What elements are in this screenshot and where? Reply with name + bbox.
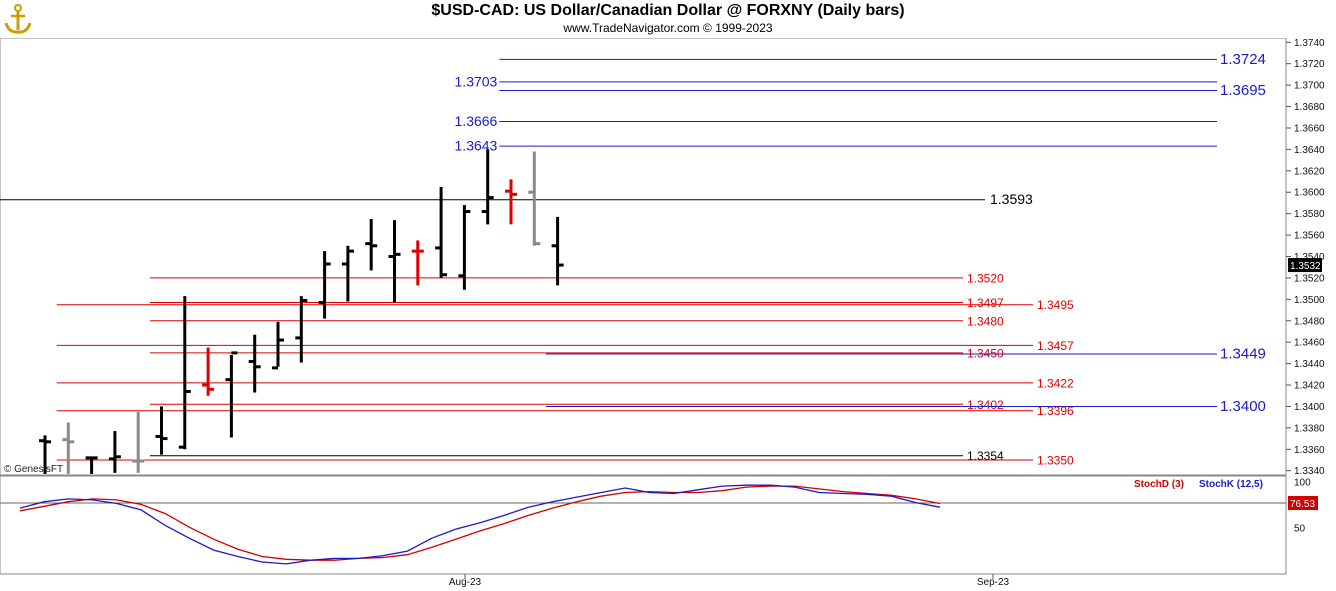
price-axis: 1.3740 1.3720 1.3700 1.3680 1.3660 1.3640 1.36… bbox=[4, 38, 1325, 477]
price-tick-label: 1.3520 bbox=[1294, 273, 1325, 284]
stoch-tick-label: 100 bbox=[1294, 478, 1311, 489]
time-tick-label: Aug-23 bbox=[449, 577, 482, 588]
ohlc-bar bbox=[528, 151, 541, 246]
level-label: 1.3497 bbox=[967, 296, 1004, 310]
ohlc-bar bbox=[272, 321, 284, 370]
copyright-label: © GenesisFT bbox=[4, 464, 63, 475]
price-panel-frame bbox=[0, 37, 1287, 476]
price-tick-label: 1.3660 bbox=[1294, 123, 1325, 134]
level-label: 1.3695 bbox=[1220, 82, 1266, 99]
level-label: 1.3593 bbox=[990, 191, 1033, 207]
ohlc-bar bbox=[85, 456, 98, 474]
level-label: 1.3402 bbox=[967, 398, 1004, 412]
ohlc-bar bbox=[341, 245, 354, 302]
price-tick-label: 1.3420 bbox=[1294, 381, 1325, 392]
level-label: 1.3480 bbox=[967, 314, 1004, 328]
price-tick-label: 1.3580 bbox=[1294, 209, 1325, 220]
level-label: 1.3724 bbox=[1220, 51, 1266, 68]
stochastic-panel: 100 50 76.53 StochD (3) StochK (12,5) bbox=[0, 478, 1318, 565]
ohlc-bar bbox=[318, 251, 331, 319]
level-label: 1.3350 bbox=[1037, 454, 1074, 468]
price-tick-label: 1.3600 bbox=[1294, 188, 1325, 199]
price-tick-label: 1.3640 bbox=[1294, 145, 1325, 156]
ohlc-bar bbox=[435, 186, 448, 278]
level-label: 1.3422 bbox=[1037, 376, 1074, 390]
level-label: 1.3400 bbox=[1220, 398, 1266, 415]
price-tick-label: 1.3560 bbox=[1294, 231, 1325, 242]
price-bars bbox=[39, 149, 564, 474]
price-tick-label: 1.3340 bbox=[1294, 466, 1325, 477]
ohlc-bar bbox=[155, 406, 168, 455]
ohlc-bar bbox=[132, 411, 145, 473]
ohlc-bar bbox=[39, 435, 51, 474]
ohlc-bar bbox=[458, 205, 471, 290]
ohlc-bar bbox=[481, 149, 494, 225]
price-tick-label: 1.3680 bbox=[1294, 102, 1325, 113]
time-tick-label: Sep-23 bbox=[977, 577, 1010, 588]
support-resistance-levels: 1.3724 1.3703 1.3695 1.3666 1.3643 1.3593 1.35… bbox=[0, 51, 1266, 468]
last-price-label: 1.3532 bbox=[1290, 261, 1321, 272]
price-tick-label: 1.3500 bbox=[1294, 295, 1325, 306]
price-tick-label: 1.3700 bbox=[1294, 81, 1325, 92]
ohlc-bar bbox=[248, 334, 261, 393]
ohlc-bar bbox=[365, 219, 378, 271]
ohlc-bar bbox=[178, 296, 191, 450]
last-price-box bbox=[1288, 258, 1322, 273]
ohlc-bar bbox=[108, 431, 121, 473]
ohlc-bar bbox=[411, 240, 424, 286]
price-tick-label: 1.3440 bbox=[1294, 359, 1325, 370]
level-label: 1.3457 bbox=[1037, 339, 1074, 353]
chart-subtitle: www.TradeNavigator.com © 1999-2023 bbox=[563, 21, 773, 35]
level-label: 1.3495 bbox=[1037, 298, 1074, 312]
stoch-last-value-box bbox=[1288, 496, 1318, 511]
stochk-line bbox=[19, 484, 941, 565]
ohlc-bar bbox=[225, 351, 238, 438]
level-label: 1.3354 bbox=[967, 449, 1004, 463]
stoch-tick-label: 50 bbox=[1294, 523, 1306, 534]
price-tick-label: 1.3360 bbox=[1294, 445, 1325, 456]
price-tick-label: 1.3540 bbox=[1294, 252, 1325, 263]
level-label: 1.3643 bbox=[455, 138, 498, 154]
stochd-legend: StochD (3) bbox=[1134, 479, 1184, 490]
price-tick-label: 1.3460 bbox=[1294, 338, 1325, 349]
level-label: 1.3450 bbox=[967, 346, 1004, 360]
anchor-logo-icon bbox=[3, 3, 33, 35]
ohlc-bar bbox=[505, 179, 517, 225]
price-tick-label: 1.3400 bbox=[1294, 402, 1325, 413]
level-label: 1.3449 bbox=[1220, 345, 1266, 362]
ohlc-bar bbox=[62, 422, 75, 474]
level-label: 1.3520 bbox=[967, 271, 1004, 285]
ohlc-bar bbox=[202, 347, 215, 396]
stoch-last-value: 76.53 bbox=[1290, 499, 1315, 510]
level-label: 1.3396 bbox=[1037, 404, 1074, 418]
stochk-legend: StochK (12,5) bbox=[1199, 479, 1263, 490]
level-label: 1.3703 bbox=[455, 73, 498, 89]
chart-header: $USD-CAD: US Dollar/Canadian Dollar @ FO… bbox=[0, 0, 1336, 38]
ohlc-bar bbox=[551, 216, 564, 286]
price-tick-label: 1.3480 bbox=[1294, 316, 1325, 327]
time-axis: Aug-23 Sep-23 bbox=[449, 574, 1010, 588]
price-tick-label: 1.3720 bbox=[1294, 59, 1325, 70]
price-tick-label: 1.3380 bbox=[1294, 423, 1325, 434]
price-tick-label: 1.3740 bbox=[1294, 38, 1325, 49]
level-label: 1.3666 bbox=[455, 113, 498, 129]
chart-title: $USD-CAD: US Dollar/Canadian Dollar @ FO… bbox=[431, 2, 905, 19]
price-tick-label: 1.3620 bbox=[1294, 166, 1325, 177]
ohlc-bar bbox=[388, 220, 401, 303]
ohlc-bar bbox=[295, 296, 308, 363]
